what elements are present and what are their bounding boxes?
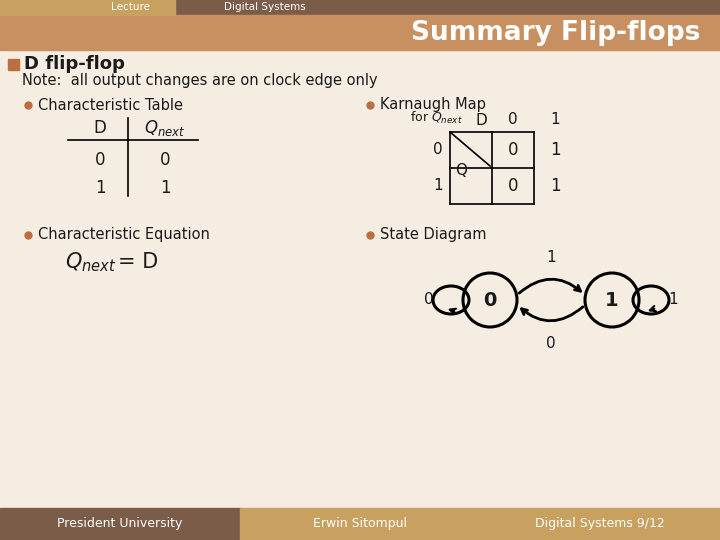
Text: $Q_{next}$: $Q_{next}$	[144, 118, 186, 138]
Text: 1: 1	[606, 291, 618, 309]
Text: D flip-flop: D flip-flop	[24, 55, 125, 73]
Text: 0: 0	[508, 141, 518, 159]
Text: 1: 1	[95, 179, 105, 197]
Text: President University: President University	[58, 517, 183, 530]
Text: 0: 0	[433, 143, 443, 158]
Text: 1: 1	[549, 141, 560, 159]
Bar	[8, 59, 19, 70]
Bar	[0, 50, 720, 510]
Text: Karnaugh Map: Karnaugh Map	[380, 98, 486, 112]
Bar	[0, 0, 720, 15]
Text: 0: 0	[508, 112, 518, 127]
Text: 1: 1	[668, 293, 678, 307]
Text: 0: 0	[546, 335, 556, 350]
Text: Q: Q	[455, 163, 467, 178]
Text: State Diagram: State Diagram	[380, 227, 487, 242]
Text: 0: 0	[95, 151, 105, 169]
Text: = D: = D	[118, 252, 158, 272]
Text: D: D	[475, 113, 487, 128]
Text: 1: 1	[433, 179, 443, 193]
Bar	[0, 15, 720, 50]
Text: Erwin Sitompul: Erwin Sitompul	[313, 517, 407, 530]
Text: 1: 1	[160, 179, 171, 197]
Text: Characteristic Equation: Characteristic Equation	[38, 227, 210, 242]
Bar	[240, 508, 480, 540]
Text: Digital Systems 9/12: Digital Systems 9/12	[535, 517, 665, 530]
Bar	[0, 508, 240, 540]
Text: 1: 1	[549, 177, 560, 195]
Text: D: D	[94, 119, 107, 137]
Text: for $Q_{next}$: for $Q_{next}$	[410, 110, 463, 126]
Text: Characteristic Table: Characteristic Table	[38, 98, 183, 112]
Text: 1: 1	[550, 112, 560, 127]
Text: Summary Flip-flops: Summary Flip-flops	[410, 20, 700, 46]
Text: 0: 0	[160, 151, 170, 169]
Text: Digital Systems: Digital Systems	[224, 3, 306, 12]
Text: $Q_{next}$: $Q_{next}$	[65, 250, 117, 274]
Text: 0: 0	[483, 291, 497, 309]
Text: Note:  all output changes are on clock edge only: Note: all output changes are on clock ed…	[22, 72, 377, 87]
Text: 0: 0	[424, 293, 434, 307]
Bar	[0, 0, 175, 15]
Text: Lecture: Lecture	[110, 3, 150, 12]
Text: 1: 1	[546, 251, 556, 266]
Text: 0: 0	[508, 177, 518, 195]
Bar	[480, 508, 720, 540]
